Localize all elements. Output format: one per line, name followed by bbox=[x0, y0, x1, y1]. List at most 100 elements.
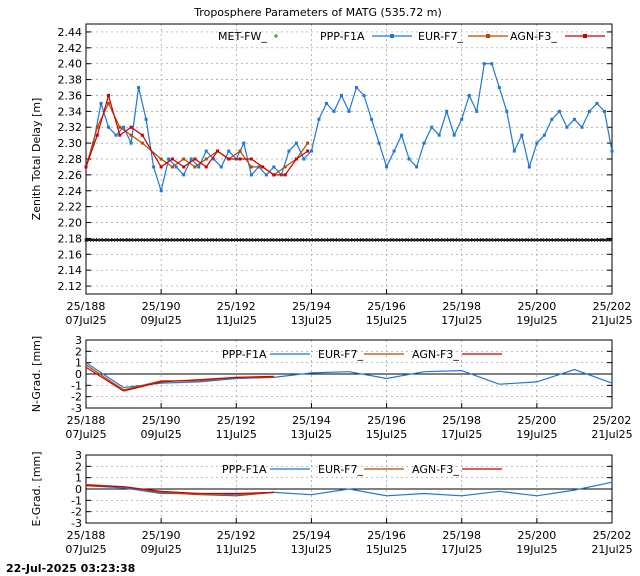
data-point bbox=[602, 109, 606, 113]
data-point bbox=[370, 117, 374, 121]
legend-entry: EUR-F7_ bbox=[318, 348, 404, 361]
reference-marker bbox=[471, 238, 475, 242]
y-tick-label: 2.22 bbox=[58, 201, 83, 214]
reference-marker bbox=[93, 238, 97, 242]
y-tick-label: 2.12 bbox=[58, 280, 83, 293]
data-point bbox=[520, 133, 524, 137]
reference-marker bbox=[582, 238, 586, 242]
x-tick-label: 25/198 bbox=[442, 300, 481, 313]
reference-marker bbox=[252, 238, 256, 242]
reference-marker bbox=[498, 238, 502, 242]
data-point bbox=[137, 86, 141, 90]
reference-marker bbox=[261, 238, 265, 242]
legend-entry: PPP-F1A bbox=[320, 30, 412, 43]
y-tick-label: 2.18 bbox=[58, 232, 83, 245]
legend-entry: EUR-F7_ bbox=[418, 30, 508, 43]
x-tick-label: 25/200 bbox=[518, 300, 557, 313]
reference-marker bbox=[330, 238, 334, 242]
y-tick-label: 2.24 bbox=[58, 185, 83, 198]
data-point bbox=[362, 93, 366, 97]
reference-marker bbox=[390, 238, 394, 242]
reference-marker bbox=[555, 238, 559, 242]
data-point bbox=[219, 165, 223, 169]
timestamp: 22-Jul-2025 03:23:38 bbox=[6, 562, 135, 575]
x-tick-label: 25/200 bbox=[518, 414, 557, 427]
reference-marker bbox=[267, 238, 271, 242]
legend-label: AGN-F3_ bbox=[412, 463, 459, 476]
reference-marker bbox=[513, 238, 517, 242]
y-tick-label: 2.16 bbox=[58, 248, 83, 261]
reference-marker bbox=[219, 238, 223, 242]
y-tick-label: 0 bbox=[75, 368, 82, 381]
legend-swatch bbox=[274, 34, 278, 38]
data-point bbox=[283, 173, 287, 177]
y-tick-label: 2 bbox=[75, 345, 82, 358]
x-tick-date-label: 21Jul25 bbox=[591, 428, 632, 441]
y-tick-label: 2.32 bbox=[58, 121, 83, 134]
reference-marker bbox=[468, 238, 472, 242]
reference-marker bbox=[510, 238, 514, 242]
reference-marker bbox=[198, 238, 202, 242]
reference-marker bbox=[174, 238, 178, 242]
y-tick-label: 2.38 bbox=[58, 74, 83, 87]
reference-marker bbox=[222, 238, 226, 242]
reference-marker bbox=[165, 238, 169, 242]
data-point bbox=[527, 165, 531, 169]
reference-marker bbox=[528, 238, 532, 242]
reference-marker bbox=[255, 238, 259, 242]
legend-entry: PPP-F1A bbox=[222, 463, 310, 476]
x-tick-label: 25/192 bbox=[217, 529, 256, 542]
reference-marker bbox=[504, 238, 508, 242]
reference-marker bbox=[183, 238, 187, 242]
reference-marker bbox=[339, 238, 343, 242]
reference-marker bbox=[207, 238, 211, 242]
reference-marker bbox=[297, 238, 301, 242]
legend-label: EUR-F7_ bbox=[318, 348, 363, 361]
reference-marker bbox=[369, 238, 373, 242]
x-tick-date-label: 17Jul25 bbox=[441, 428, 482, 441]
reference-marker bbox=[567, 238, 571, 242]
reference-marker bbox=[87, 238, 91, 242]
data-point bbox=[347, 109, 351, 113]
reference-marker bbox=[459, 238, 463, 242]
reference-marker bbox=[117, 238, 121, 242]
reference-marker bbox=[309, 238, 313, 242]
data-point bbox=[302, 157, 306, 161]
data-point bbox=[114, 133, 118, 137]
data-point bbox=[332, 109, 336, 113]
reference-marker bbox=[492, 238, 496, 242]
x-tick-label: 25/190 bbox=[142, 300, 181, 313]
reference-marker bbox=[399, 238, 403, 242]
data-point bbox=[587, 109, 591, 113]
reference-marker bbox=[522, 238, 526, 242]
reference-marker bbox=[228, 238, 232, 242]
reference-marker bbox=[114, 238, 118, 242]
x-tick-date-label: 19Jul25 bbox=[516, 428, 557, 441]
reference-marker bbox=[216, 238, 220, 242]
reference-marker bbox=[570, 238, 574, 242]
panel-1: 2.12 2.14 2.16 2.18 2.20 2.22 2.24 2.26 2.28 2.30… bbox=[30, 23, 633, 327]
y-tick-label: 2.14 bbox=[58, 264, 83, 277]
reference-marker bbox=[225, 238, 229, 242]
reference-marker bbox=[444, 238, 448, 242]
x-tick-label: 25/202 bbox=[593, 529, 632, 542]
data-point bbox=[595, 101, 599, 105]
reference-marker bbox=[192, 238, 196, 242]
reference-marker bbox=[354, 238, 358, 242]
y-tick-label: 2.40 bbox=[58, 58, 83, 71]
y-axis-label: N-Grad. [mm] bbox=[30, 336, 43, 412]
reference-marker bbox=[483, 238, 487, 242]
reference-marker bbox=[153, 238, 157, 242]
x-tick-label: 25/202 bbox=[593, 414, 632, 427]
reference-marker bbox=[285, 238, 289, 242]
data-point bbox=[482, 62, 486, 66]
reference-marker bbox=[441, 238, 445, 242]
data-point bbox=[542, 133, 546, 137]
reference-marker bbox=[540, 238, 544, 242]
series-line-ppp-f1a bbox=[85, 362, 613, 389]
y-tick-label: 2 bbox=[75, 460, 82, 473]
reference-marker bbox=[306, 238, 310, 242]
reference-marker bbox=[270, 238, 274, 242]
x-tick-label: 25/194 bbox=[292, 529, 331, 542]
reference-marker bbox=[210, 238, 214, 242]
